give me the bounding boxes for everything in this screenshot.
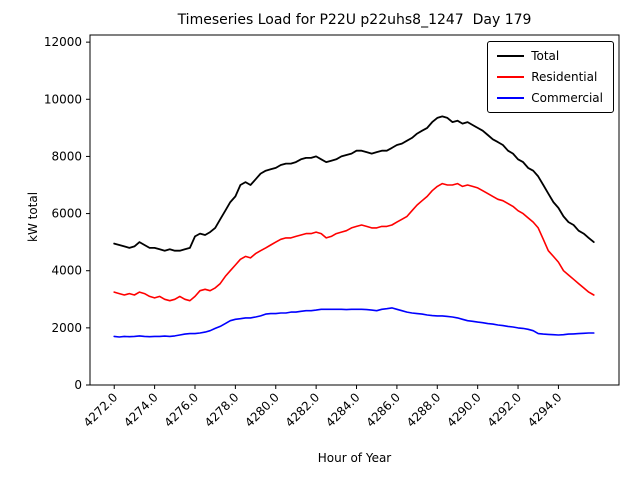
legend-label-residential: Residential (531, 70, 598, 84)
y-tick-label: 8000 (51, 149, 82, 163)
x-tick-label: 4284.0 (323, 390, 363, 430)
legend-label-total: Total (531, 49, 560, 63)
x-tick-label: 4282.0 (283, 390, 323, 430)
y-tick-label: 0 (74, 378, 82, 392)
legend-item-residential: Residential (497, 70, 603, 84)
legend-line-commercial-icon (497, 97, 525, 99)
x-tick-label: 4278.0 (202, 390, 242, 430)
y-tick-label: 10000 (44, 92, 82, 106)
legend-label-commercial: Commercial (531, 91, 603, 105)
x-tick-label: 4272.0 (81, 390, 121, 430)
x-tick-label: 4274.0 (121, 390, 161, 430)
x-tick-label: 4288.0 (404, 390, 444, 430)
x-tick-label: 4294.0 (525, 390, 565, 430)
legend-item-total: Total (497, 49, 603, 63)
series-line-residential (113, 182, 595, 302)
x-tick-label: 4292.0 (485, 390, 525, 430)
legend-item-commercial: Commercial (497, 91, 603, 105)
y-tick-label: 2000 (51, 321, 82, 335)
y-tick-label: 12000 (44, 35, 82, 49)
y-tick-label: 6000 (51, 207, 82, 221)
series-line-total (113, 115, 595, 252)
series-line-commercial (113, 307, 595, 338)
chart-title: Timeseries Load for P22U p22uhs8_1247 Da… (177, 12, 532, 28)
x-tick-label: 4276.0 (162, 390, 202, 430)
x-tick-label: 4290.0 (444, 390, 484, 430)
x-tick-label: 4280.0 (242, 390, 282, 430)
legend: Total Residential Commercial (487, 41, 614, 113)
legend-line-total-icon (497, 55, 525, 57)
x-tick-label: 4286.0 (363, 390, 403, 430)
legend-line-residential-icon (497, 76, 525, 78)
axes-frame (89, 34, 620, 386)
x-axis-label: Hour of Year (317, 451, 392, 465)
y-tick-label: 4000 (51, 264, 82, 278)
